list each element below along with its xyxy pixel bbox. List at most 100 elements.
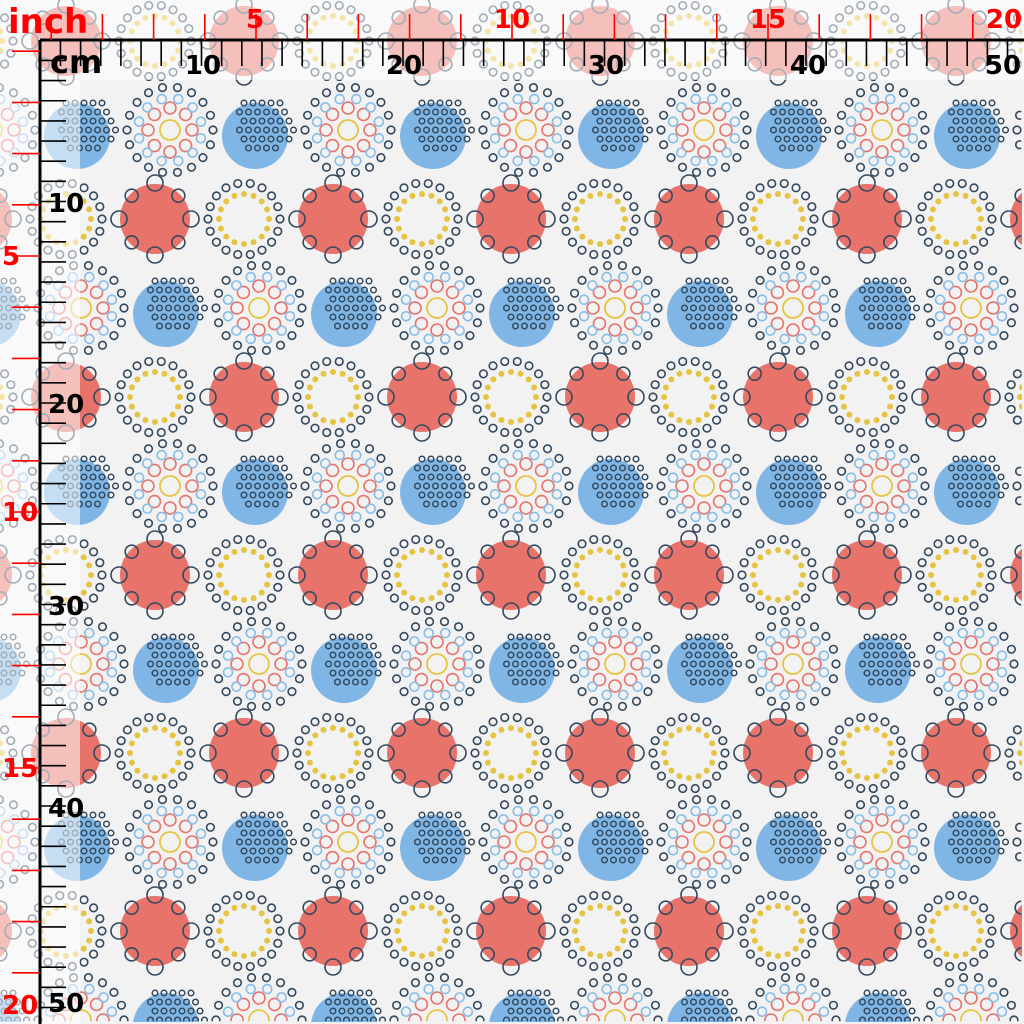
pattern-dot [442, 225, 449, 232]
pattern-dot [195, 132, 207, 144]
pattern-dot [408, 301, 422, 315]
pattern-dot [690, 93, 702, 105]
pattern-dot [401, 233, 408, 240]
pattern-dot [543, 277, 551, 285]
pattern-dot [1014, 188, 1022, 203]
pattern-dot [641, 117, 649, 125]
pattern-dot [796, 144, 805, 152]
pattern-dot [93, 144, 102, 152]
pattern-dot [258, 117, 266, 125]
pattern-dot [365, 313, 373, 321]
pattern-dot [374, 313, 382, 321]
pattern-dot [395, 206, 402, 213]
pattern-dot [424, 345, 435, 355]
pattern-dot [410, 266, 421, 276]
pattern-dot [241, 191, 247, 197]
pattern-dot [775, 241, 781, 247]
pattern-dot [246, 345, 257, 355]
pattern-dot [442, 206, 449, 213]
pattern-dot [716, 304, 725, 312]
pattern-dot [245, 271, 257, 283]
pattern-dot [876, 286, 885, 294]
pattern-dot [310, 97, 320, 107]
pattern-dot [445, 316, 460, 331]
pattern-dot [757, 233, 764, 240]
pattern-dot [102, 108, 111, 116]
pattern-dot [859, 138, 874, 153]
pattern-dot [436, 233, 443, 240]
pattern-dot [258, 135, 266, 143]
pattern-dot [572, 216, 578, 222]
pattern-dot [801, 316, 816, 331]
pattern-dot [369, 286, 378, 294]
pattern-dot [698, 322, 707, 330]
pattern-dot [399, 331, 409, 341]
pattern-dot [868, 155, 880, 167]
pattern-dot [992, 126, 1001, 134]
pattern-dot [83, 333, 95, 345]
pattern-dot [602, 345, 613, 355]
pattern-dot [653, 303, 663, 313]
blue-disc [311, 281, 377, 347]
pattern-dot [987, 214, 997, 224]
pattern-dot [798, 206, 805, 213]
pattern-dot [609, 144, 618, 152]
pattern-dot [706, 167, 717, 177]
pattern-dot [629, 202, 639, 212]
pattern-dot [779, 333, 791, 345]
pattern-dot [620, 206, 627, 213]
pattern-dot [573, 206, 580, 213]
pattern-dot [349, 188, 364, 203]
pattern-dot [739, 226, 749, 236]
pattern-dot [707, 304, 716, 312]
pattern-dot [845, 132, 857, 144]
pattern-dot [428, 192, 435, 199]
pattern-dot [810, 117, 818, 125]
pattern-dot [376, 97, 386, 107]
pattern-dot [962, 192, 969, 199]
pattern-dot [658, 140, 669, 150]
pattern-dot [957, 178, 967, 189]
pattern-dot [516, 313, 524, 321]
pattern-dot [855, 88, 866, 98]
pattern-dot [787, 126, 796, 134]
pattern-dot [84, 108, 93, 116]
pattern-dot [769, 126, 778, 134]
pattern-dot [163, 145, 177, 159]
pattern-dot [360, 322, 369, 330]
pattern-dot [890, 107, 905, 122]
pattern-dot [378, 304, 387, 312]
pattern-dot [559, 214, 569, 224]
pattern-dot [221, 331, 231, 341]
pattern-dot [579, 198, 586, 205]
pattern-dot [413, 108, 422, 116]
pattern-dot [203, 214, 213, 224]
pattern-dot [488, 153, 498, 163]
pattern-dot [755, 245, 765, 255]
pattern-dot [844, 97, 854, 107]
pattern-dot [783, 99, 791, 107]
pattern-dot [774, 135, 782, 143]
pattern-dot [364, 162, 375, 172]
pattern-dot [285, 117, 293, 125]
pattern-dot [507, 295, 515, 303]
pattern-dot [360, 210, 378, 228]
pattern-dot [706, 93, 718, 105]
pattern-dot [172, 167, 183, 177]
pattern-dot [538, 322, 547, 330]
pattern-dot [250, 239, 257, 246]
pattern-dot [252, 279, 266, 293]
pattern-dot [547, 304, 556, 312]
pattern-dot [720, 162, 731, 172]
pattern-dot [600, 144, 609, 152]
yellow-ring-motif [915, 178, 997, 260]
pattern-dot [463, 117, 471, 125]
pattern-dot [697, 145, 711, 159]
pattern-dot [979, 135, 987, 143]
pattern-dot [983, 144, 992, 152]
pattern-dot [923, 191, 934, 201]
pattern-dot [676, 102, 687, 113]
pattern-dot [556, 304, 565, 312]
mandala-center [337, 119, 359, 141]
pattern-dot [836, 235, 851, 250]
